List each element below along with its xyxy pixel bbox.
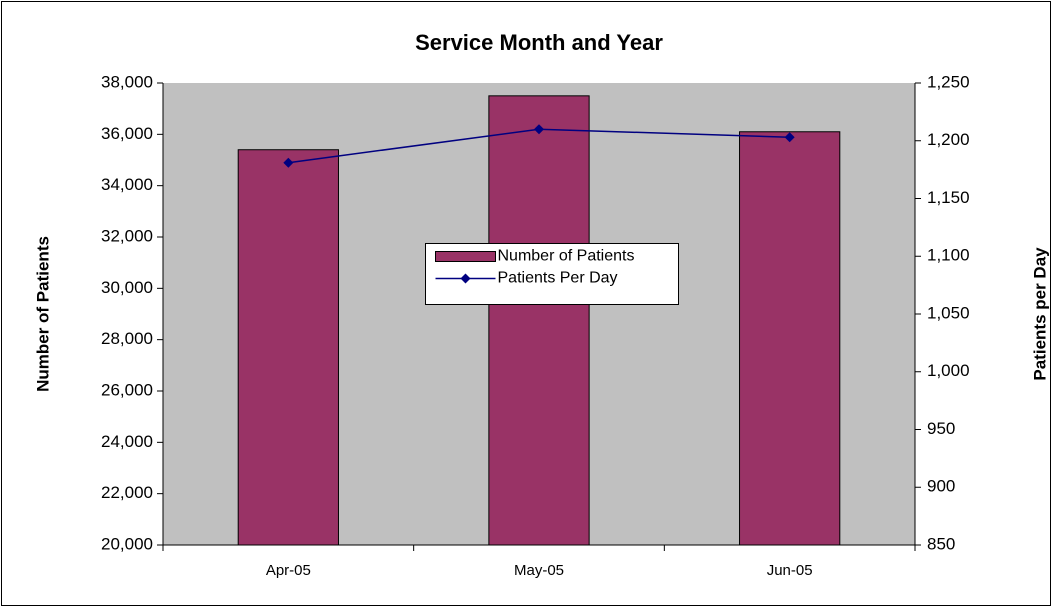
y-tick-label: 22,000: [101, 483, 153, 502]
y-tick-label: 28,000: [101, 329, 153, 348]
y2-tick-label: 1,000: [927, 361, 970, 380]
bar: [488, 95, 590, 546]
legend-label: Number of Patients: [498, 248, 635, 265]
y-tick-label: 30,000: [101, 278, 153, 297]
y2-tick-label: 900: [927, 477, 955, 496]
y-tick-label: 34,000: [101, 175, 153, 194]
legend-marker: [460, 273, 471, 284]
y-axis-title: Number of Patients: [33, 236, 52, 392]
y2-tick-label: 1,150: [927, 188, 970, 207]
y2-tick-label: 1,250: [927, 72, 970, 91]
bar: [739, 131, 841, 546]
chart-title: Service Month and Year: [415, 30, 663, 55]
y2-axis-title: Patients per Day: [1030, 247, 1049, 381]
y-tick-label: 24,000: [101, 432, 153, 451]
y2-tick-label: 1,100: [927, 246, 970, 265]
legend-swatch: [435, 251, 496, 262]
y-tick-label: 36,000: [101, 124, 153, 143]
legend-label: Patients Per Day: [498, 270, 618, 287]
marker: [534, 124, 544, 135]
y2-tick-label: 1,200: [927, 130, 970, 149]
y-tick-label: 32,000: [101, 226, 153, 245]
x-tick-label: Apr-05: [266, 562, 311, 579]
y2-tick-label: 950: [927, 419, 955, 438]
y2-tick-label: 1,050: [927, 303, 970, 322]
y2-tick-label: 850: [927, 534, 955, 553]
marker: [784, 132, 795, 143]
x-tick-label: May-05: [514, 562, 564, 579]
bar: [237, 149, 339, 546]
y-tick-label: 26,000: [101, 380, 153, 399]
y-tick-label: 38,000: [101, 72, 153, 91]
marker: [283, 157, 294, 168]
y-tick-label: 20,000: [101, 534, 153, 553]
x-tick-label: Jun-05: [767, 562, 813, 579]
